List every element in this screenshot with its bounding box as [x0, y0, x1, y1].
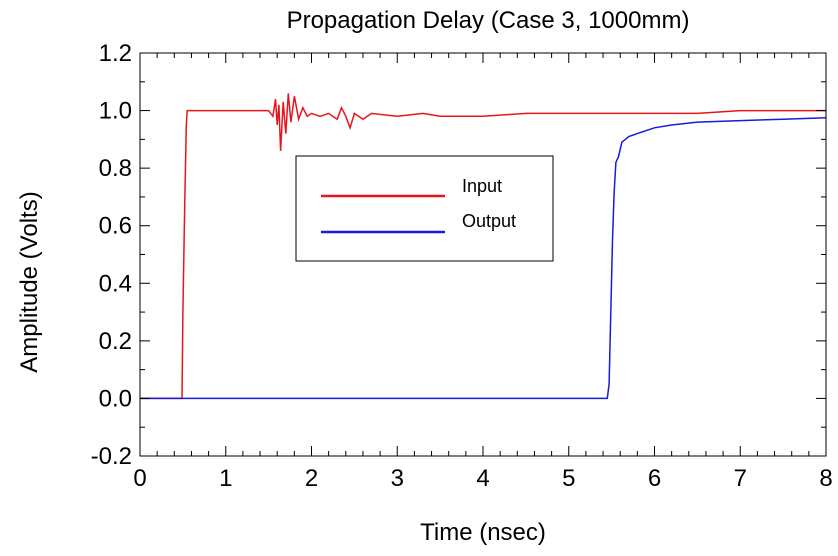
x-tick-label: 7: [734, 465, 747, 492]
x-tick-label: 5: [562, 465, 575, 492]
chart-title: Propagation Delay (Case 3, 1000mm): [287, 7, 690, 34]
y-tick-label: 0.8: [99, 155, 132, 182]
series-line-input: [140, 93, 826, 400]
plot-frame: [139, 52, 827, 457]
x-tick-label: 0: [133, 465, 146, 492]
x-tick-label: 8: [819, 465, 832, 492]
y-tick-label: 0.0: [99, 385, 132, 412]
y-axis-label: Amplitude (Volts): [16, 191, 43, 372]
legend-label-output: Output: [462, 211, 516, 231]
legend: Input Output: [295, 155, 554, 262]
y-tick-label: 1.0: [99, 98, 132, 125]
x-tick-label: 4: [476, 465, 489, 492]
y-tick-label: 1.2: [99, 40, 132, 67]
y-tick-label: -0.2: [91, 443, 132, 470]
plot-lines: [140, 93, 827, 400]
x-axis-label: Time (nsec): [420, 519, 546, 546]
x-tick-label: 3: [391, 465, 404, 492]
tick-labels: 0 1 2 3 4 5 6 7 8 -0.2 0.0 0.2 0.4 0.6 0.8 1.0 1.2: [91, 40, 833, 492]
y-tick-label: 0.6: [99, 213, 132, 240]
legend-box: [295, 155, 554, 262]
x-tick-label: 1: [219, 465, 232, 492]
series-line-output: [140, 117, 827, 400]
legend-label-input: Input: [462, 176, 502, 196]
x-tick-label: 6: [648, 465, 661, 492]
y-tick-label: 0.2: [99, 328, 132, 355]
y-tick-label: 0.4: [99, 270, 132, 297]
x-tick-label: 2: [305, 465, 318, 492]
